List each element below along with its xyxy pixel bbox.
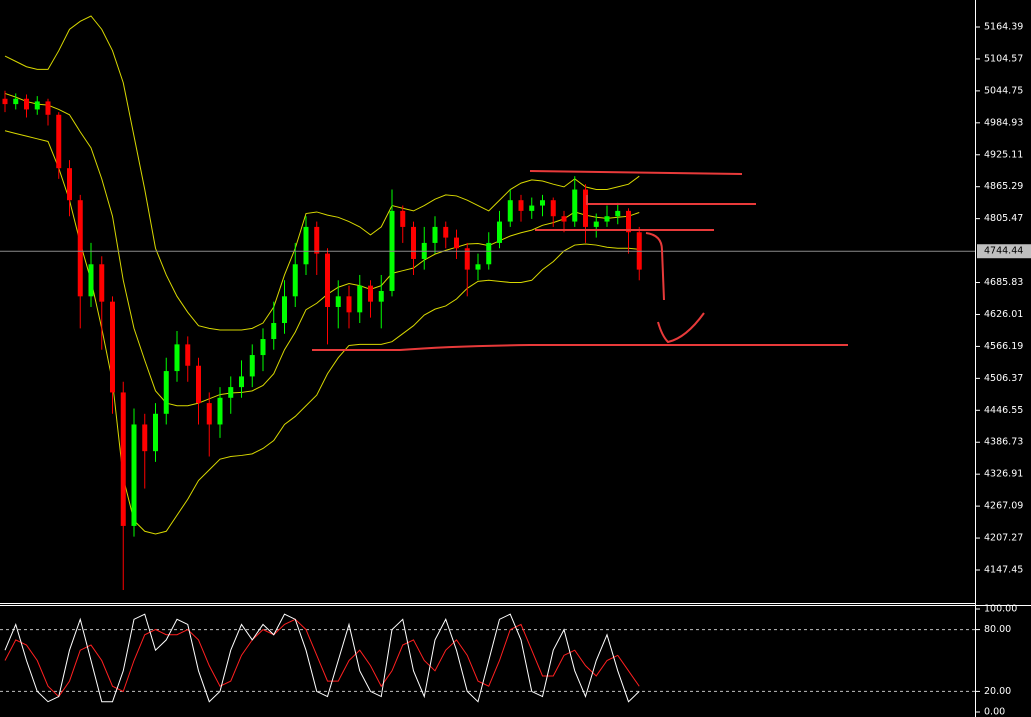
candle-body: [206, 403, 212, 425]
y-tick-label: 100.00: [984, 604, 1017, 615]
candle-body: [626, 210, 631, 233]
candle-body: [99, 264, 105, 302]
candle-body: [443, 226, 449, 238]
candle-body: [464, 248, 470, 270]
candle-body: [540, 200, 545, 206]
candle-body: [303, 226, 309, 265]
current-price-label: 4744.44: [984, 246, 1023, 257]
candle-body: [593, 221, 599, 227]
candle-body: [56, 114, 62, 169]
current-price-box: [977, 244, 1031, 259]
candle-body: [2, 98, 8, 105]
candle-body: [497, 221, 502, 243]
candle-body: [217, 397, 223, 425]
candle-body: [529, 205, 535, 211]
candle-body: [249, 355, 255, 377]
candle-body: [185, 344, 191, 366]
candle-body: [142, 424, 148, 452]
resistance-line: [586, 195, 756, 205]
candle-body: [454, 237, 459, 249]
candle-body: [228, 387, 234, 398]
resistance-line: [529, 170, 743, 175]
candle-body: [120, 392, 126, 526]
candle-body: [615, 210, 621, 217]
y-tick-label: 4326.91: [984, 469, 1023, 480]
candle-body: [518, 200, 524, 211]
candle-body: [475, 264, 481, 270]
arrow: [645, 232, 705, 344]
y-tick-label: 4267.09: [984, 501, 1023, 512]
candle-body: [196, 365, 201, 404]
y-tick-label: 4925.11: [984, 149, 1023, 160]
y-tick-label: 4207.27: [984, 533, 1023, 544]
y-tick-label: 5104.57: [984, 53, 1023, 64]
candle-body: [45, 101, 51, 115]
candle-body: [67, 168, 72, 201]
candle-body: [486, 242, 492, 265]
oscillator-line: [4, 613, 640, 703]
candle-body: [24, 98, 29, 110]
candle-body: [282, 296, 287, 324]
candle-body: [432, 226, 438, 243]
y-tick-label: 20.00: [984, 686, 1011, 697]
y-tick-label: 4506.37: [984, 373, 1023, 384]
candle-body: [77, 200, 83, 297]
y-tick-label: 4984.93: [984, 117, 1023, 128]
annotations: [312, 170, 848, 351]
candle-body: [604, 216, 610, 222]
candle-body: [561, 216, 567, 222]
candle-body: [292, 264, 298, 297]
candle-body: [346, 296, 352, 313]
y-tick-label: 4626.01: [984, 309, 1023, 320]
target-line: [312, 344, 848, 351]
oscillator-panel: [0, 613, 975, 703]
candle-body: [260, 339, 266, 356]
candle-body: [239, 376, 244, 388]
candle-body: [583, 189, 588, 227]
candle-body: [34, 101, 40, 110]
price-panel: [0, 15, 975, 590]
y-tick-label: 4446.55: [984, 405, 1023, 416]
candle-body: [131, 424, 137, 526]
y-tick-label: 4386.73: [984, 437, 1023, 448]
candle-body: [572, 189, 578, 222]
candle-body: [325, 253, 330, 307]
candle-body: [400, 210, 406, 227]
candle-body: [163, 371, 169, 414]
oscillator-line: [4, 618, 640, 698]
y-tick-label: 4566.19: [984, 341, 1023, 352]
candle-body: [335, 296, 341, 307]
y-tick-label: 5164.39: [984, 21, 1023, 32]
candle-body: [174, 344, 180, 372]
candle-body: [110, 301, 115, 393]
band-middle: [4, 92, 640, 407]
y-tick-label: 4865.29: [984, 181, 1023, 192]
candle-body: [314, 226, 320, 254]
candle-body: [378, 290, 384, 302]
candle-body: [13, 98, 19, 105]
candle-body: [271, 323, 277, 340]
y-tick-label: 5044.75: [984, 85, 1023, 96]
candle-body: [368, 285, 373, 302]
y-tick-label: 0.00: [984, 707, 1005, 717]
y-tick-label: 4805.47: [984, 213, 1023, 224]
candle-body: [411, 226, 416, 259]
y-tick-label: 4147.45: [984, 565, 1023, 576]
candle-body: [153, 413, 158, 452]
candle-body: [357, 285, 363, 313]
candle-body: [507, 200, 513, 222]
band-upper: [4, 15, 640, 331]
candle-body: [88, 264, 94, 297]
y-tick-label: 80.00: [984, 624, 1011, 635]
y-tick-label: 4685.83: [984, 277, 1023, 288]
candle-body: [550, 200, 556, 217]
